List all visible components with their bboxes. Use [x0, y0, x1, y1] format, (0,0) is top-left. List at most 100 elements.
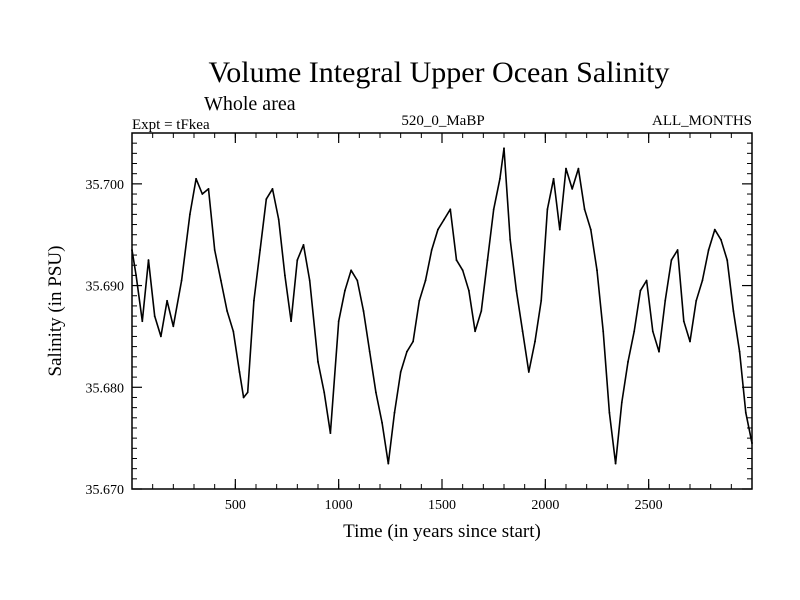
data-point	[565, 167, 567, 170]
data-point	[207, 188, 210, 190]
data-point	[633, 330, 636, 333]
data-point	[546, 208, 549, 211]
data-point	[645, 279, 648, 282]
data-point	[651, 330, 654, 333]
data-point	[430, 249, 433, 251]
data-point	[486, 259, 489, 261]
data-point	[608, 411, 611, 414]
data-point	[521, 330, 524, 333]
y-tick-labels: 35.670 35.680 35.690 35.700	[86, 178, 125, 498]
data-point	[201, 193, 204, 195]
data-point	[664, 299, 667, 302]
data-point	[418, 299, 421, 302]
data-point	[284, 274, 286, 277]
data-point	[424, 279, 427, 282]
data-point	[614, 462, 617, 465]
data-point	[160, 335, 162, 338]
y-tick-label: 35.670	[86, 483, 125, 498]
data-point	[558, 228, 561, 231]
x-tick-label: 1000	[325, 498, 353, 513]
data-point	[720, 238, 722, 241]
data-point	[480, 310, 483, 312]
data-point	[509, 238, 512, 241]
data-point	[461, 269, 464, 272]
data-point	[242, 396, 245, 399]
data-point	[639, 289, 642, 292]
minor-ticks	[132, 133, 752, 489]
chart-title: Volume Integral Upper Ocean Salinity	[209, 56, 670, 89]
data-point	[265, 198, 268, 201]
plot-frame	[131, 132, 753, 490]
data-point	[732, 310, 735, 312]
data-point	[515, 289, 518, 292]
data-point	[344, 289, 346, 292]
major-ticks	[132, 133, 752, 490]
data-point	[166, 299, 169, 302]
data-point	[220, 279, 222, 282]
salinity-series-line	[131, 147, 753, 465]
data-point	[540, 299, 543, 302]
months-label: ALL_MONTHS	[652, 113, 752, 129]
data-point	[232, 330, 235, 333]
y-tick-label: 35.700	[86, 178, 125, 193]
data-point	[302, 244, 305, 246]
salinity-series-points	[131, 147, 753, 465]
data-point	[627, 361, 629, 363]
data-point	[676, 249, 679, 251]
y-tick-label: 35.680	[86, 381, 125, 396]
data-point	[399, 371, 402, 373]
data-point	[534, 340, 536, 343]
data-point	[437, 228, 439, 231]
data-point	[296, 259, 299, 261]
data-point	[527, 371, 530, 373]
data-point	[449, 208, 452, 211]
data-point	[131, 249, 133, 251]
data-point	[583, 208, 586, 211]
data-point	[308, 279, 311, 282]
data-point	[682, 320, 685, 323]
data-point	[246, 391, 249, 394]
y-tick-label: 35.690	[86, 280, 125, 295]
run-label: 520_0_MaBP	[401, 113, 484, 129]
data-point	[412, 340, 414, 343]
data-point	[474, 330, 476, 333]
data-point	[492, 208, 495, 211]
y-axis-label: Salinity (in PSU)	[45, 246, 66, 377]
data-point	[226, 310, 229, 312]
data-point	[406, 350, 408, 353]
x-tick-label: 500	[225, 498, 246, 513]
x-tick-labels: 500 1000 1500 2000 2500	[225, 498, 663, 513]
data-point	[707, 249, 710, 251]
data-point	[172, 325, 175, 328]
data-point	[393, 411, 396, 414]
data-point	[503, 147, 505, 150]
x-axis-label: Time (in years since start)	[343, 521, 541, 542]
data-point	[552, 177, 555, 180]
data-point	[602, 330, 605, 333]
data-point	[141, 320, 144, 323]
data-point	[744, 411, 747, 414]
data-point	[596, 269, 598, 272]
data-point	[153, 315, 156, 317]
data-point	[381, 422, 383, 424]
data-point	[368, 350, 371, 353]
data-point	[147, 259, 150, 261]
data-point	[323, 391, 326, 394]
data-point	[738, 350, 741, 353]
data-point	[277, 218, 280, 221]
data-point	[135, 274, 138, 277]
data-point	[350, 269, 352, 272]
data-point	[455, 259, 458, 261]
data-point	[577, 167, 580, 170]
data-point	[362, 310, 365, 312]
data-point	[701, 279, 704, 282]
data-point	[375, 391, 377, 394]
x-tick-label: 1500	[428, 498, 456, 513]
data-point	[751, 442, 753, 445]
data-point	[620, 401, 623, 404]
data-point	[189, 213, 191, 216]
data-point	[337, 320, 340, 323]
x-tick-label: 2500	[635, 498, 663, 513]
data-point	[238, 371, 241, 373]
